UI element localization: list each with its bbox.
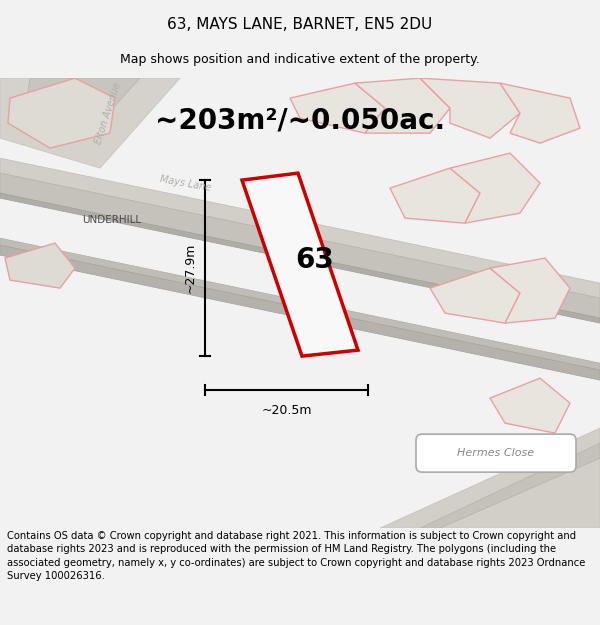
Text: Elton Avenue: Elton Avenue: [93, 81, 123, 146]
Polygon shape: [242, 173, 358, 356]
Polygon shape: [380, 428, 600, 528]
Polygon shape: [355, 78, 450, 133]
Polygon shape: [0, 158, 600, 298]
Polygon shape: [0, 78, 180, 168]
Polygon shape: [290, 83, 385, 133]
Polygon shape: [490, 378, 570, 433]
FancyBboxPatch shape: [416, 434, 576, 472]
Text: 63, MAYS LANE, BARNET, EN5 2DU: 63, MAYS LANE, BARNET, EN5 2DU: [167, 17, 433, 32]
Polygon shape: [430, 268, 520, 323]
Polygon shape: [0, 193, 600, 323]
Text: Map shows position and indicative extent of the property.: Map shows position and indicative extent…: [120, 53, 480, 66]
Polygon shape: [8, 78, 115, 148]
Text: Mays Lane: Mays Lane: [158, 174, 211, 192]
Polygon shape: [450, 153, 540, 223]
Polygon shape: [420, 443, 600, 528]
Text: Hermes Close: Hermes Close: [457, 448, 535, 458]
Polygon shape: [390, 168, 480, 223]
Text: ~203m²/~0.050ac.: ~203m²/~0.050ac.: [155, 106, 445, 134]
Polygon shape: [490, 258, 570, 323]
Polygon shape: [0, 173, 600, 318]
Text: Contains OS data © Crown copyright and database right 2021. This information is : Contains OS data © Crown copyright and d…: [7, 531, 586, 581]
Text: ~27.9m: ~27.9m: [184, 243, 197, 293]
Polygon shape: [0, 245, 600, 380]
Polygon shape: [5, 243, 75, 288]
Polygon shape: [25, 78, 140, 128]
Polygon shape: [500, 83, 580, 143]
Polygon shape: [0, 238, 600, 370]
Text: 63: 63: [296, 246, 334, 274]
Polygon shape: [420, 78, 520, 138]
Text: ~20.5m: ~20.5m: [261, 404, 312, 417]
Text: UNDERHILL: UNDERHILL: [82, 215, 141, 225]
